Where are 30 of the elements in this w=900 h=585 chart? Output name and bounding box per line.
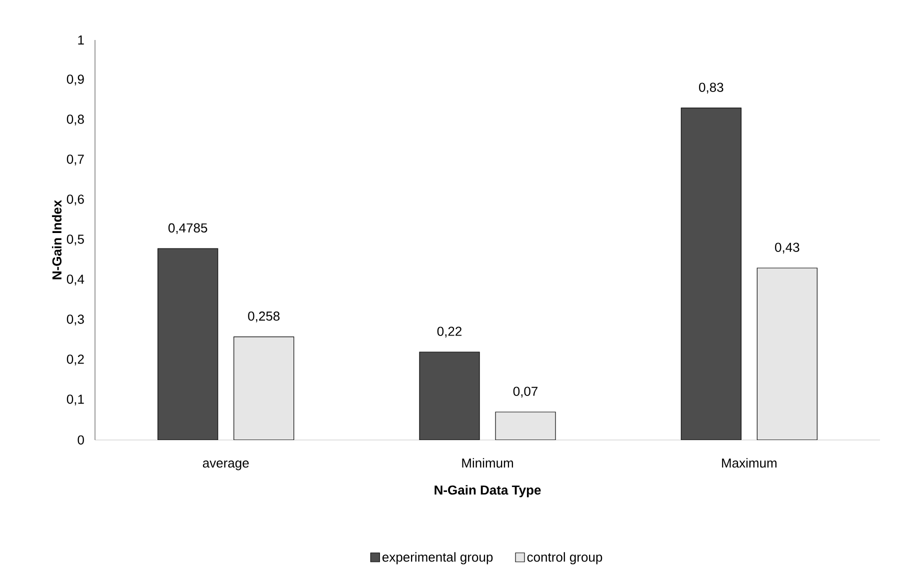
data-label: 0,4785 — [168, 223, 208, 234]
bar — [158, 248, 218, 440]
y-tick-label: 0,3 — [66, 314, 84, 326]
data-label: 0,22 — [437, 326, 462, 338]
y-tick-label: 0,4 — [66, 274, 84, 286]
y-tick-label: 0,5 — [66, 234, 84, 246]
y-tick-label: 0,1 — [66, 394, 84, 406]
y-tick-label: 0,9 — [66, 74, 84, 86]
x-axis-title: N-Gain Data Type — [434, 485, 541, 498]
y-tick-label: 0,6 — [66, 194, 84, 206]
y-tick-label: 0,2 — [66, 354, 84, 366]
x-tick-label: average — [202, 460, 249, 470]
data-label: 0,43 — [775, 242, 800, 254]
y-tick-label: 0,7 — [66, 154, 84, 166]
data-label: 0,258 — [248, 312, 280, 322]
bar — [234, 336, 294, 440]
bar — [680, 108, 742, 440]
y-tick-label: 1 — [78, 36, 84, 44]
x-tick-label: Minimum — [462, 458, 513, 468]
legend-label: control group — [527, 552, 602, 564]
bar — [756, 268, 818, 440]
y-tick-label: 0 — [78, 435, 84, 445]
y-tick-label: 0,8 — [66, 114, 84, 126]
data-label: 0,07 — [513, 386, 538, 398]
y-axis-title: N-Gain Index — [52, 200, 62, 280]
data-label: 0,83 — [699, 82, 724, 94]
bar — [419, 352, 480, 440]
bar — [495, 412, 556, 440]
legend-label: experimental group — [382, 552, 493, 564]
x-tick-label: Maximum — [722, 458, 776, 468]
